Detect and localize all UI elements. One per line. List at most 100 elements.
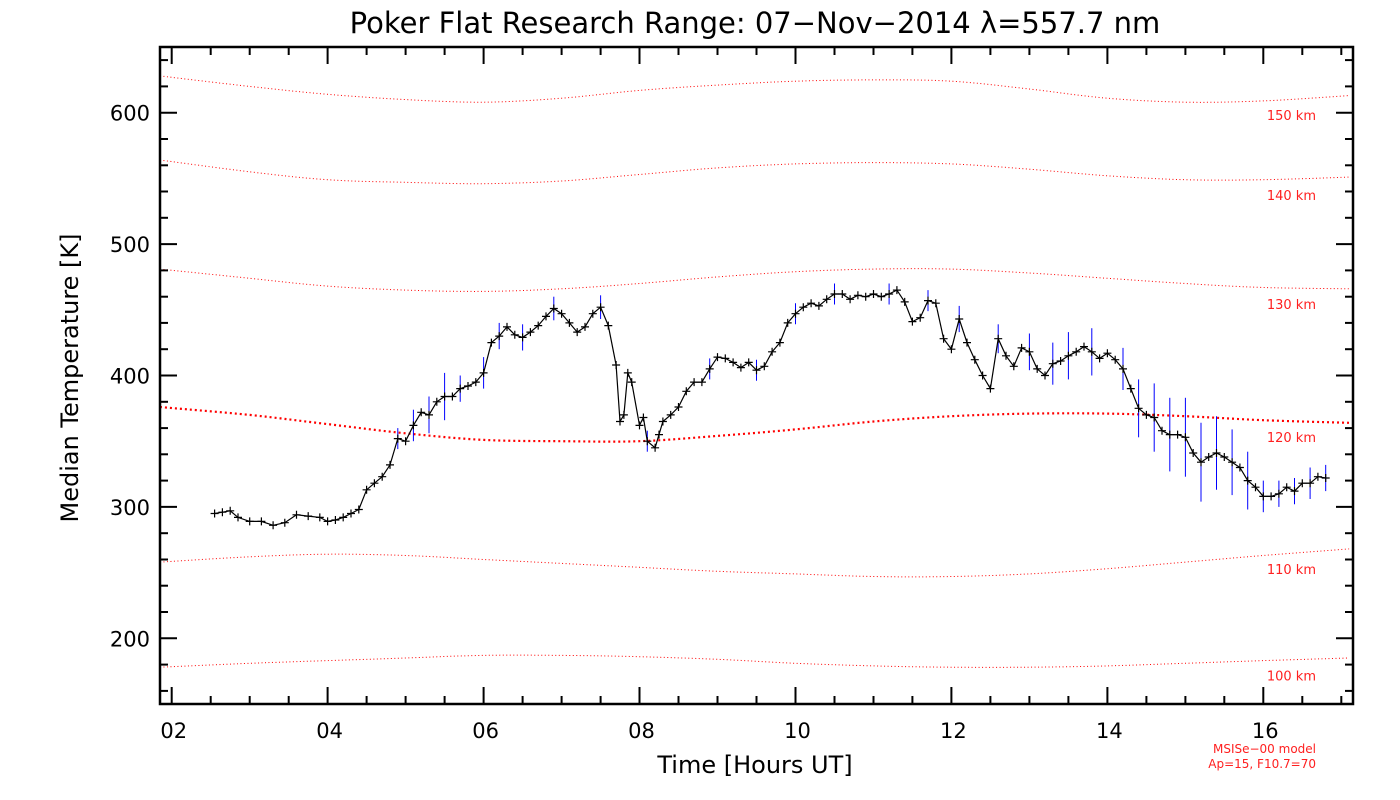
x-tick-label: 12 (940, 719, 967, 743)
data-point (1212, 449, 1221, 457)
data-point (542, 312, 550, 321)
data-point (464, 382, 472, 390)
data-point (1095, 354, 1104, 363)
model-line-labels: 150 km 140 km 130 km 120 km 110 km 100 km (1267, 109, 1316, 685)
data-point (986, 384, 995, 393)
data-point (799, 303, 808, 312)
data-point (1025, 347, 1034, 356)
data-point (1243, 476, 1252, 485)
data-point (1220, 453, 1229, 461)
x-axis-title: Time [Hours UT] (656, 751, 852, 779)
data-point (736, 363, 745, 372)
data-point (526, 328, 535, 337)
y-tick-label: 400 (110, 365, 150, 389)
x-tick-label: 16 (1252, 719, 1279, 743)
x-tick-label: 04 (316, 719, 343, 743)
model-lines (159, 75, 1350, 668)
data-point (1313, 472, 1322, 481)
data-point (456, 384, 465, 393)
data-point (994, 334, 1003, 343)
y-axis-title: Median Temperature [K] (56, 233, 84, 522)
data-point (1204, 453, 1213, 461)
data-point (354, 505, 363, 514)
data-point (1017, 343, 1026, 352)
data-point (1189, 449, 1198, 457)
data-point (339, 513, 348, 522)
data-point (900, 297, 909, 306)
data-point (939, 334, 948, 343)
data-point (304, 512, 313, 521)
data-point (775, 338, 784, 347)
data-point (955, 315, 964, 323)
data-point (1197, 458, 1205, 467)
data-point (226, 506, 235, 515)
data-point (1056, 357, 1065, 365)
x-tick-label: 14 (1096, 719, 1123, 743)
data-point (1274, 489, 1283, 498)
data-point (619, 410, 628, 419)
data-point (1306, 479, 1315, 488)
model-line-label-150-km: 150 km (1267, 109, 1316, 124)
data-point (892, 286, 901, 295)
data-point (479, 368, 488, 377)
data-point (292, 510, 301, 519)
data-point (643, 437, 652, 446)
data-point (674, 403, 683, 411)
data-point (752, 366, 761, 375)
x-tick-label: 10 (784, 719, 811, 743)
data-point (401, 437, 410, 446)
data-point (534, 321, 543, 330)
data-point (744, 358, 753, 367)
data-point (503, 322, 511, 331)
data-point (596, 303, 605, 312)
data-point (417, 408, 426, 417)
data-point (1321, 474, 1330, 482)
data-point (1009, 362, 1018, 371)
data-point (1173, 430, 1182, 439)
model-line-label-130-km: 130 km (1267, 298, 1316, 313)
data-point (1119, 364, 1127, 373)
data-point (877, 292, 886, 301)
data-point (604, 321, 613, 330)
data-point (916, 313, 925, 322)
data-point (1134, 404, 1143, 413)
data-point (814, 301, 823, 310)
chart-title: Poker Flat Research Range: 07−Nov−2014 λ… (350, 6, 1161, 40)
data-point (729, 358, 738, 367)
data-point (655, 430, 663, 439)
data-point (1072, 347, 1081, 356)
data-point (635, 421, 644, 430)
data-point (1033, 364, 1042, 373)
data-point (315, 513, 324, 522)
data-point (623, 368, 632, 377)
model-line-label-110-km: 110 km (1267, 563, 1316, 578)
data-point (760, 362, 769, 371)
model-line-110-km (159, 548, 1350, 578)
data-point (1181, 433, 1190, 442)
data-point (581, 322, 589, 331)
data-point (963, 338, 971, 347)
measurement-series (210, 286, 1330, 530)
data-point (1111, 355, 1120, 364)
plot-area: 150 km 140 km 130 km 120 km 110 km 100 km (159, 75, 1350, 685)
data-point (1103, 349, 1112, 358)
data-point (908, 317, 917, 326)
data-point (822, 295, 831, 304)
model-line-140-km (159, 159, 1350, 185)
data-point (947, 345, 956, 354)
data-point (627, 378, 636, 387)
y-tick-label: 600 (110, 102, 150, 126)
measurement-line (214, 289, 1326, 526)
data-point (1142, 410, 1151, 419)
model-line-120-km (159, 405, 1350, 443)
data-point (1041, 371, 1049, 380)
data-point (682, 387, 691, 396)
data-point (1267, 492, 1276, 501)
data-point (518, 333, 527, 342)
data-point (612, 361, 621, 369)
data-point (234, 513, 242, 522)
data-point (440, 392, 449, 401)
data-point (616, 417, 624, 426)
data-point (1282, 483, 1291, 492)
